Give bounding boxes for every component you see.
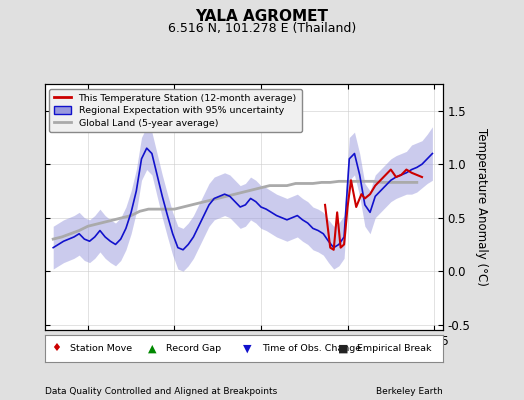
Text: Time of Obs. Change: Time of Obs. Change [261,344,361,353]
Text: Station Move: Station Move [70,344,133,353]
Legend: This Temperature Station (12-month average), Regional Expectation with 95% uncer: This Temperature Station (12-month avera… [49,89,301,132]
Text: ♦: ♦ [51,343,61,354]
Text: YALA AGROMET: YALA AGROMET [195,9,329,24]
Text: ▼: ▼ [243,343,252,354]
Text: Empirical Break: Empirical Break [357,344,432,353]
Text: Data Quality Controlled and Aligned at Breakpoints: Data Quality Controlled and Aligned at B… [45,387,277,396]
Text: ▲: ▲ [148,343,156,354]
Text: Record Gap: Record Gap [166,344,221,353]
Text: ■: ■ [338,343,348,354]
Y-axis label: Temperature Anomaly (°C): Temperature Anomaly (°C) [475,128,488,286]
Text: Berkeley Earth: Berkeley Earth [376,387,443,396]
Text: 6.516 N, 101.278 E (Thailand): 6.516 N, 101.278 E (Thailand) [168,22,356,35]
